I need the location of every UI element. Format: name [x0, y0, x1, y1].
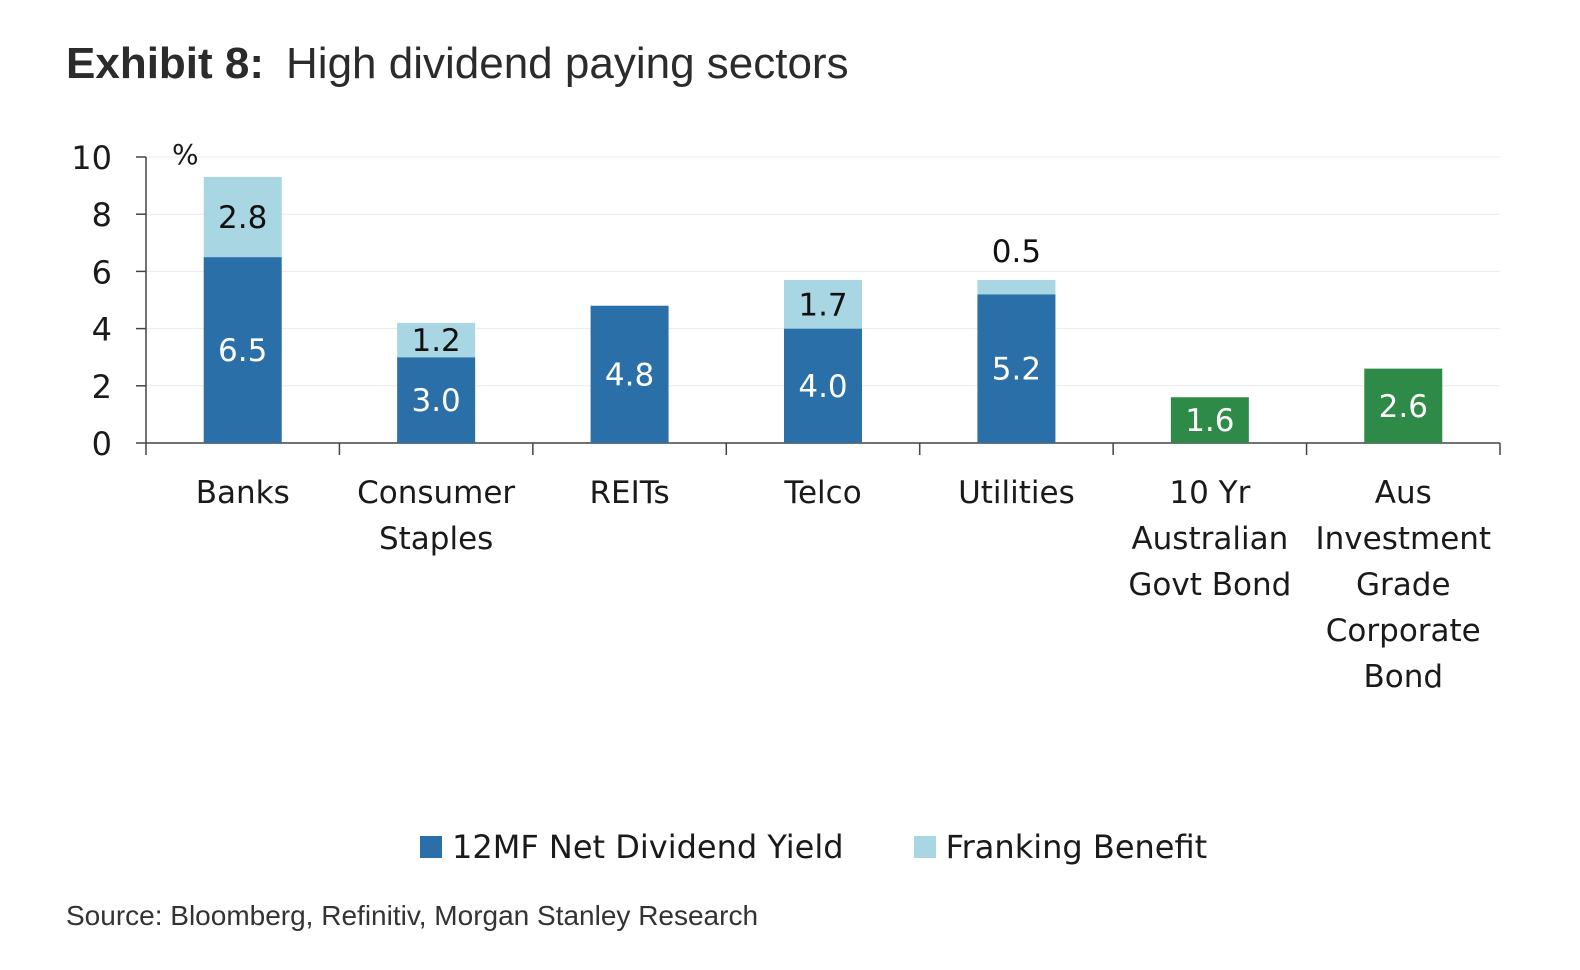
legend-item: Franking Benefit — [913, 828, 1208, 866]
exhibit-number: Exhibit 8: — [66, 39, 265, 88]
chart-title: Exhibit 8: High dividend paying sectors — [66, 36, 849, 92]
legend-label: 12MF Net Dividend Yield — [452, 828, 844, 866]
data-label-net-yield: 3.0 — [411, 383, 460, 419]
data-label-bond: 2.6 — [1379, 389, 1428, 425]
data-label-net-yield: 6.5 — [218, 333, 267, 369]
y-tick-label: 8 — [92, 196, 112, 234]
x-category-label: Investment — [1315, 521, 1491, 557]
x-category-label: Aus — [1375, 475, 1432, 511]
legend-item: 12MF Net Dividend Yield — [420, 828, 844, 866]
bar-franking — [977, 279, 1056, 295]
bar-franking — [203, 177, 282, 258]
chart-legend: 12MF Net Dividend Yield Franking Benefit — [420, 822, 1277, 872]
title-text: High dividend paying sectors — [286, 39, 849, 88]
bar-franking — [397, 322, 476, 358]
y-unit-label: % — [172, 138, 199, 171]
bar-franking — [784, 279, 862, 329]
data-label-net-yield: 4.0 — [798, 369, 847, 405]
x-category-label: Banks — [196, 475, 290, 511]
data-label-franking: 1.7 — [798, 287, 847, 323]
legend-swatch — [420, 836, 442, 858]
legend-label: Franking Benefit — [945, 828, 1208, 866]
y-tick-label: 2 — [92, 368, 112, 406]
x-category-label: Bond — [1364, 659, 1444, 695]
x-category-label: Consumer — [357, 475, 515, 511]
y-tick-label: 0 — [92, 425, 112, 463]
x-category-label: Utilities — [958, 475, 1075, 511]
x-category-label: Govt Bond — [1128, 567, 1291, 603]
bar-net-yield — [977, 294, 1056, 443]
bar-net-yield — [397, 357, 476, 443]
y-tick-label: 4 — [92, 311, 112, 349]
bar-bond — [1364, 368, 1443, 443]
data-label-net-yield: 5.2 — [992, 352, 1041, 388]
bar-net-yield — [590, 305, 669, 443]
x-category-label: Telco — [783, 475, 861, 511]
y-tick-label: 6 — [92, 253, 112, 291]
bar-bond — [1170, 397, 1249, 443]
y-tick-label: 10 — [71, 139, 112, 177]
legend-swatch — [913, 836, 936, 858]
bar-chart: 0 2 4 6 8 10 % 6.5 2.8 Banks 3.0 1.2 Consumer Staples… — [71, 138, 1501, 695]
x-category-label: Staples — [379, 521, 493, 557]
x-category-label: Corporate — [1326, 613, 1481, 649]
data-label-franking: 2.8 — [218, 200, 267, 236]
x-category-label: Grade — [1356, 567, 1451, 603]
data-label-bond: 1.6 — [1185, 403, 1234, 439]
data-label-franking: 1.2 — [411, 323, 460, 359]
x-category-label: REITs — [589, 475, 669, 511]
data-label-net-yield: 4.8 — [605, 357, 654, 393]
data-label-franking: 0.5 — [992, 234, 1041, 270]
source-note: Source: Bloomberg, Refinitiv, Morgan Sta… — [66, 900, 759, 931]
x-category-label: 10 Yr — [1169, 475, 1250, 511]
bar-net-yield — [784, 328, 862, 443]
x-category-label: Australian — [1131, 521, 1288, 557]
bar-net-yield — [203, 257, 282, 443]
